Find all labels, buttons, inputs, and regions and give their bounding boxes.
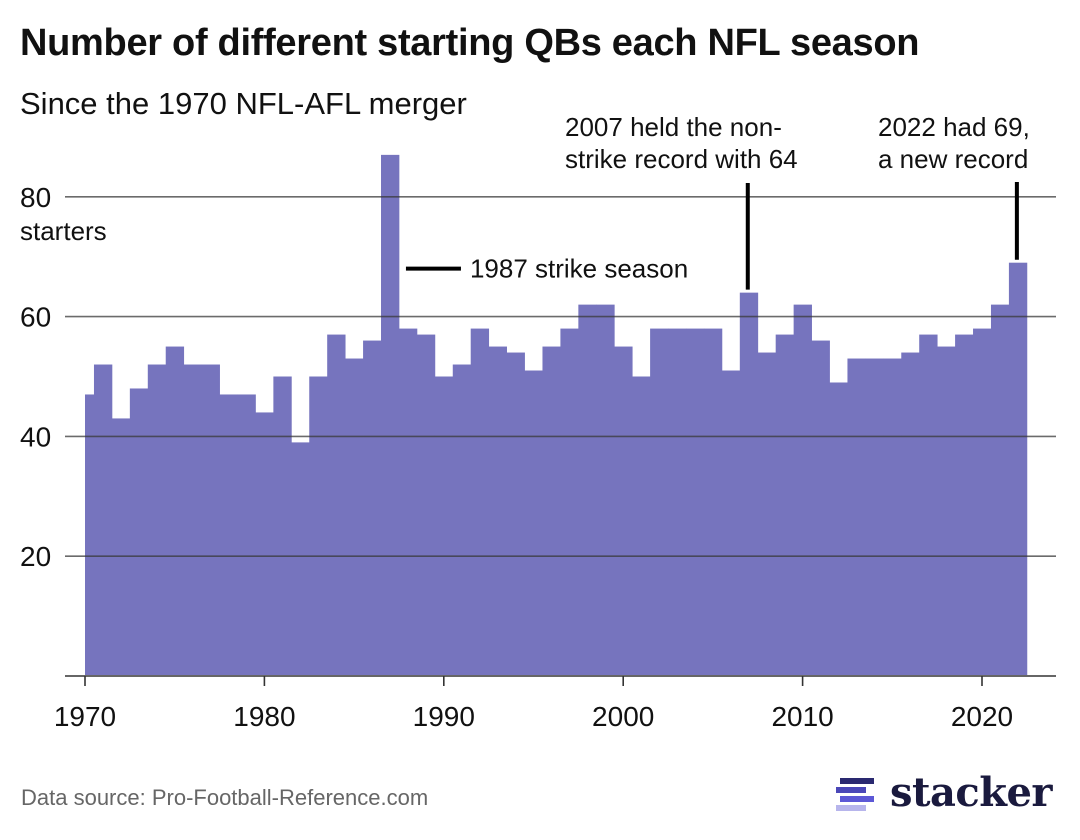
bar-2003 bbox=[668, 328, 687, 676]
bar-1994 bbox=[506, 352, 525, 676]
annotation-text-record2022-line-1: 2022 had 69, bbox=[878, 112, 1030, 142]
bar-1974 bbox=[147, 364, 167, 676]
x-tick-label-2020: 2020 bbox=[951, 701, 1013, 732]
bar-2014 bbox=[865, 358, 884, 676]
bar-2016 bbox=[901, 352, 920, 676]
bar-2012 bbox=[829, 382, 848, 676]
bar-2007 bbox=[739, 292, 759, 676]
bar-2010 bbox=[793, 304, 812, 676]
bar-1980 bbox=[255, 412, 274, 676]
bar-1975 bbox=[165, 346, 185, 676]
bar-1973 bbox=[129, 388, 149, 676]
annotation-text-strike: 1987 strike season bbox=[470, 254, 688, 284]
bar-1977 bbox=[201, 364, 220, 676]
bar-1979 bbox=[237, 394, 256, 676]
bar-1991 bbox=[452, 364, 472, 676]
bar-1981 bbox=[273, 376, 292, 676]
bar-1987 bbox=[381, 154, 400, 676]
x-tick-label-1970: 1970 bbox=[54, 701, 116, 732]
y-tick-label-60: 60 bbox=[20, 302, 51, 333]
bar-1997 bbox=[560, 328, 579, 676]
bar-2020 bbox=[973, 328, 992, 676]
bar-2004 bbox=[685, 328, 705, 676]
bar-1978 bbox=[219, 394, 238, 676]
y-tick-label-20: 20 bbox=[20, 541, 51, 572]
bar-2019 bbox=[955, 334, 974, 676]
annotations-layer: 1987 strike season 2007 held the non-stri… bbox=[405, 112, 1030, 290]
bar-1990 bbox=[434, 376, 454, 676]
bar-1996 bbox=[542, 346, 561, 676]
bar-1993 bbox=[488, 346, 507, 676]
bar-2013 bbox=[847, 358, 866, 676]
chart-subtitle: Since the 1970 NFL-AFL merger bbox=[20, 86, 467, 121]
bar-2000 bbox=[614, 346, 633, 676]
y-axis-unit-label: starters bbox=[20, 216, 107, 246]
y-tick-label-40: 40 bbox=[20, 421, 51, 452]
bar-1983 bbox=[309, 376, 328, 676]
bar-2015 bbox=[883, 358, 902, 676]
bar-1992 bbox=[470, 328, 490, 676]
gridlines-layer: 80 60 40 20 starters bbox=[20, 182, 1056, 572]
bar-2017 bbox=[919, 334, 938, 676]
stacker-logo[interactable]: stacker bbox=[836, 769, 1053, 816]
bar-1999 bbox=[596, 304, 615, 676]
annotation-text-record2022-line-2: a new record bbox=[878, 144, 1028, 174]
bar-2001 bbox=[632, 376, 651, 676]
bar-2022 bbox=[1008, 262, 1028, 676]
logo-bar-3 bbox=[840, 796, 874, 802]
bar-1972 bbox=[111, 418, 131, 676]
bars-layer bbox=[85, 154, 1028, 676]
bar-2002 bbox=[650, 328, 669, 676]
bar-1970 bbox=[85, 394, 95, 676]
bar-2018 bbox=[937, 346, 956, 676]
logo-bar-1 bbox=[840, 778, 874, 784]
bar-2005 bbox=[703, 328, 723, 676]
stacked-bars-icon bbox=[836, 778, 874, 814]
bar-1985 bbox=[345, 358, 364, 676]
x-tick-label-2000: 2000 bbox=[592, 701, 654, 732]
bar-1984 bbox=[327, 334, 346, 676]
logo-bar-2 bbox=[836, 787, 866, 793]
x-tick-label-1980: 1980 bbox=[233, 701, 295, 732]
data-source: Data source: Pro-Football-Reference.com bbox=[21, 785, 429, 810]
logo-wordmark: stacker bbox=[890, 769, 1053, 816]
bar-1995 bbox=[524, 370, 543, 676]
logo-bar-4 bbox=[836, 805, 866, 811]
bar-1989 bbox=[416, 334, 436, 676]
x-tick-label-1990: 1990 bbox=[413, 701, 475, 732]
bar-2011 bbox=[811, 340, 830, 676]
bar-1971 bbox=[93, 364, 113, 676]
bar-1998 bbox=[578, 304, 597, 676]
y-tick-label-80: 80 bbox=[20, 182, 51, 213]
bar-2008 bbox=[757, 352, 777, 676]
x-axis: 1970 1980 1990 2000 2010 2020 bbox=[54, 675, 1056, 732]
bar-2009 bbox=[775, 334, 795, 676]
chart-title: Number of different starting QBs each NF… bbox=[20, 22, 920, 64]
x-tick-label-2010: 2010 bbox=[771, 701, 833, 732]
bar-2021 bbox=[990, 304, 1010, 676]
bar-2006 bbox=[721, 370, 741, 676]
bar-1988 bbox=[398, 328, 418, 676]
bar-1982 bbox=[291, 442, 310, 676]
bar-1986 bbox=[363, 340, 382, 676]
bar-1976 bbox=[183, 364, 203, 676]
annotation-text-record2007-line-2: strike record with 64 bbox=[565, 144, 798, 174]
annotation-text-record2007-line-1: 2007 held the non- bbox=[565, 112, 782, 142]
